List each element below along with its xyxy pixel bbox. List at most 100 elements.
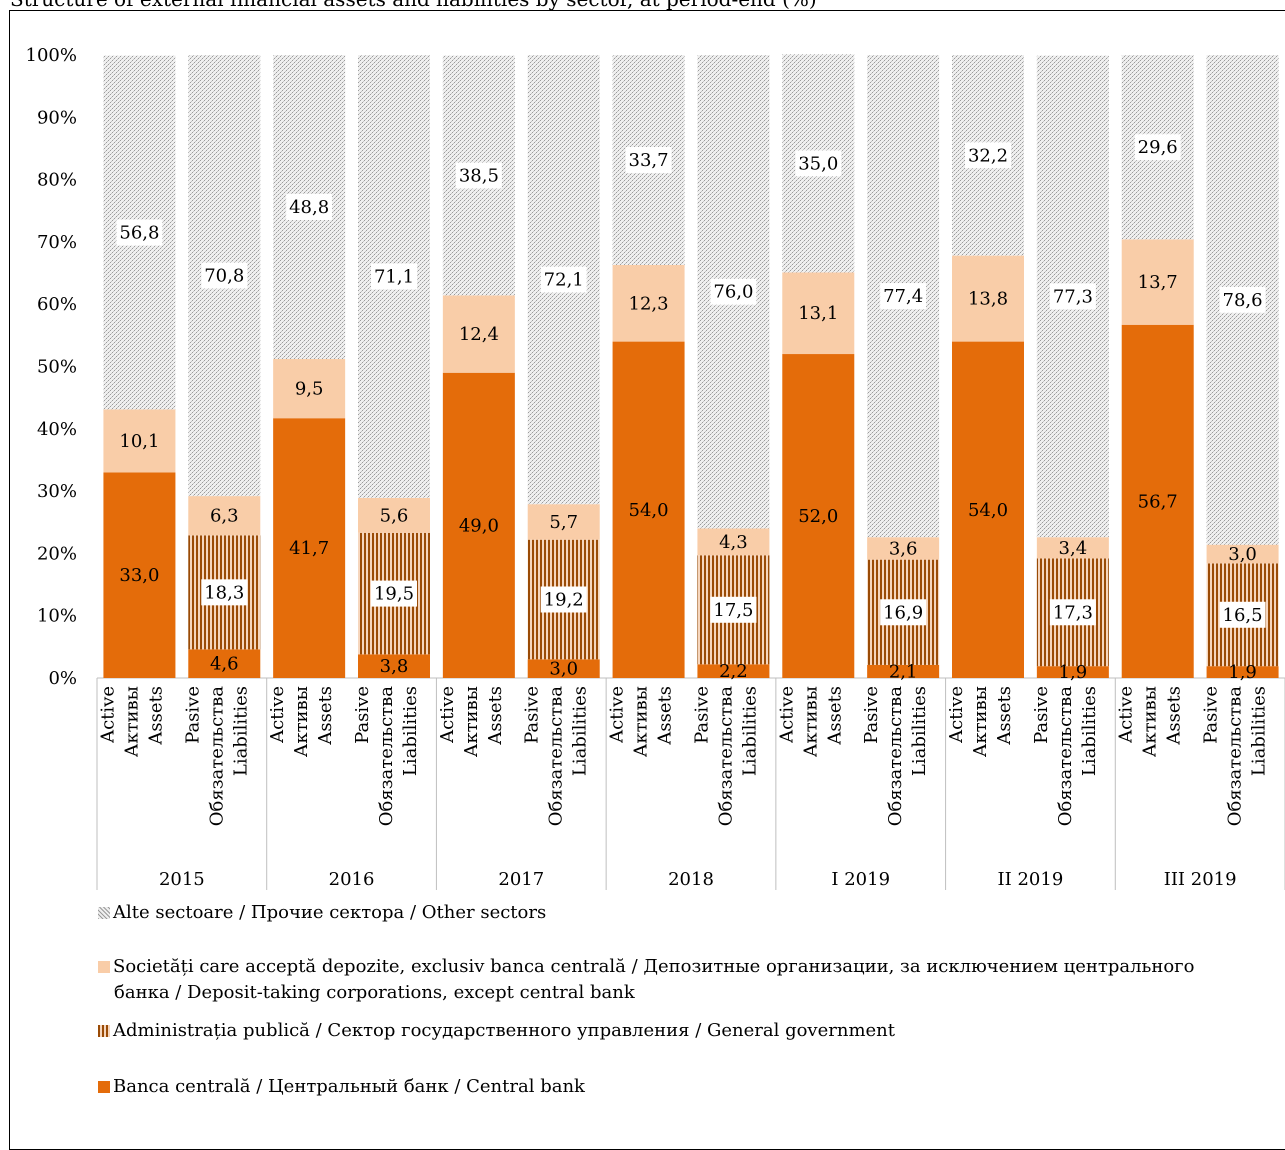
y-tick-label: 100% [26, 45, 77, 66]
bar-category-label: Активы [800, 686, 821, 757]
bar-category-label: Active [1116, 686, 1137, 744]
data-label: 38,5 [459, 166, 499, 187]
data-label: 16,9 [883, 602, 923, 623]
bar-category-label: Обязательства [206, 686, 227, 827]
data-label-box [1049, 283, 1096, 310]
bar-category-label: Assets [1164, 686, 1185, 746]
bar-segment-deposit-taking [1036, 537, 1109, 559]
legend-label-continued: банка / Deposit-taking corporations, exc… [114, 982, 635, 1003]
bar-category-label: Обязательства [1055, 686, 1076, 827]
bar-category-label: Active [946, 686, 967, 744]
data-label: 48,8 [289, 197, 329, 218]
stacked-bar-chart: 0%10%20%30%40%50%60%70%80%90%100%Active А… [26, 45, 1285, 890]
bar-segment-deposit-taking [952, 255, 1024, 342]
bar-category-label: Active [437, 686, 458, 744]
bar-category-label: Активы [631, 686, 652, 757]
data-label-box [625, 146, 672, 173]
bar-segment-central-bank [358, 654, 430, 678]
bar-segment-deposit-taking [358, 497, 430, 533]
data-label: 19,2 [544, 590, 584, 611]
y-tick-label: 40% [37, 419, 77, 440]
data-label: 76,0 [713, 282, 753, 303]
striped-swatch-icon [98, 1025, 110, 1037]
y-tick-label: 20% [37, 543, 77, 564]
data-label-box [965, 142, 1011, 169]
data-label: 78,6 [1223, 290, 1263, 311]
data-label-box [1219, 286, 1266, 313]
bar-segment-deposit-taking [1206, 544, 1279, 564]
bar-segment-central-bank [612, 341, 685, 678]
bar-category-label: Pasive [691, 686, 712, 744]
y-tick-label: 90% [37, 107, 77, 128]
bar-segment-central-bank [1206, 666, 1279, 678]
period-label: I 2019 [831, 869, 890, 890]
bar-category-label: Pasive [1201, 686, 1222, 744]
data-label-box [286, 194, 333, 221]
bar-segment-deposit-taking [612, 264, 685, 342]
data-label-box [540, 586, 587, 613]
bar-segment-central-bank [103, 472, 176, 678]
data-label: 19,5 [374, 584, 414, 605]
legend-item-deposit-taking: Societăți care acceptă depozite, exclusi… [98, 954, 1194, 1006]
y-tick-label: 80% [37, 170, 77, 191]
data-label: 9,5 [295, 379, 324, 400]
data-label: 4,6 [210, 654, 239, 675]
data-label: 49,0 [459, 515, 499, 536]
y-tick-label: 30% [37, 481, 77, 502]
bar-category-label: Активы [291, 686, 312, 757]
data-label: 3,0 [549, 659, 578, 680]
y-tick-label: 60% [37, 294, 77, 315]
data-label: 1,9 [1059, 662, 1088, 683]
data-label: 29,6 [1138, 137, 1178, 158]
bar-category-label: Обязательства [885, 686, 906, 827]
data-label: 3,4 [1059, 538, 1088, 559]
data-label: 2,2 [719, 661, 748, 682]
bar-category-label: Активы [1140, 686, 1161, 757]
bar-category-label: Liabilities [1079, 686, 1100, 776]
data-label-box [371, 263, 417, 290]
data-label-box [201, 579, 248, 606]
bar-category-label: Liabilities [400, 686, 421, 776]
bar-category-label: Обязательства [376, 686, 397, 827]
bar-category-label: Pasive [861, 686, 882, 744]
period-label: III 2019 [1164, 869, 1237, 890]
data-label-box [710, 278, 757, 305]
period-label: 2016 [329, 869, 375, 890]
bar-segment-deposit-taking [442, 295, 515, 373]
y-tick-label: 50% [37, 357, 77, 378]
data-label: 3,0 [1228, 544, 1257, 565]
y-tick-label: 0% [48, 668, 77, 689]
bar-category-label: Active [267, 686, 288, 744]
data-label-box [880, 283, 927, 310]
bar-category-label: Активы [121, 686, 142, 757]
data-label: 5,6 [380, 505, 409, 526]
data-label-box [455, 162, 502, 189]
data-label: 4,3 [719, 532, 748, 553]
axes: 0%10%20%30%40%50%60%70%80%90%100%Active А… [26, 45, 1285, 890]
data-label: 13,7 [1138, 272, 1178, 293]
data-label: 12,4 [459, 324, 499, 345]
data-label: 77,4 [883, 286, 923, 307]
data-label: 3,6 [889, 538, 918, 559]
bar-category-label: Active [776, 686, 797, 744]
data-label: 3,8 [380, 656, 409, 677]
peach-swatch-icon [98, 961, 110, 973]
y-tick-label: 70% [37, 232, 77, 253]
data-label: 54,0 [629, 500, 669, 521]
bar-category-label: Assets [145, 686, 166, 746]
bar-category-label: Assets [485, 686, 506, 746]
bar-category-label: Active [97, 686, 118, 744]
bar-segment-central-bank [697, 664, 770, 678]
data-label: 33,7 [629, 150, 669, 171]
data-label: 17,5 [713, 600, 753, 621]
data-label: 56,8 [119, 223, 159, 244]
legend-item-general-government: Administrația publică / Сектор государст… [98, 1018, 895, 1044]
data-label: 33,0 [119, 565, 159, 586]
data-label: 77,3 [1053, 286, 1093, 307]
data-label-box [710, 596, 757, 623]
bar-category-label: Assets [824, 686, 845, 746]
bar-category-label: Pasive [352, 686, 373, 744]
data-label: 35,0 [798, 153, 838, 174]
data-label: 1,9 [1228, 662, 1257, 683]
bar-segment-central-bank [442, 372, 515, 678]
